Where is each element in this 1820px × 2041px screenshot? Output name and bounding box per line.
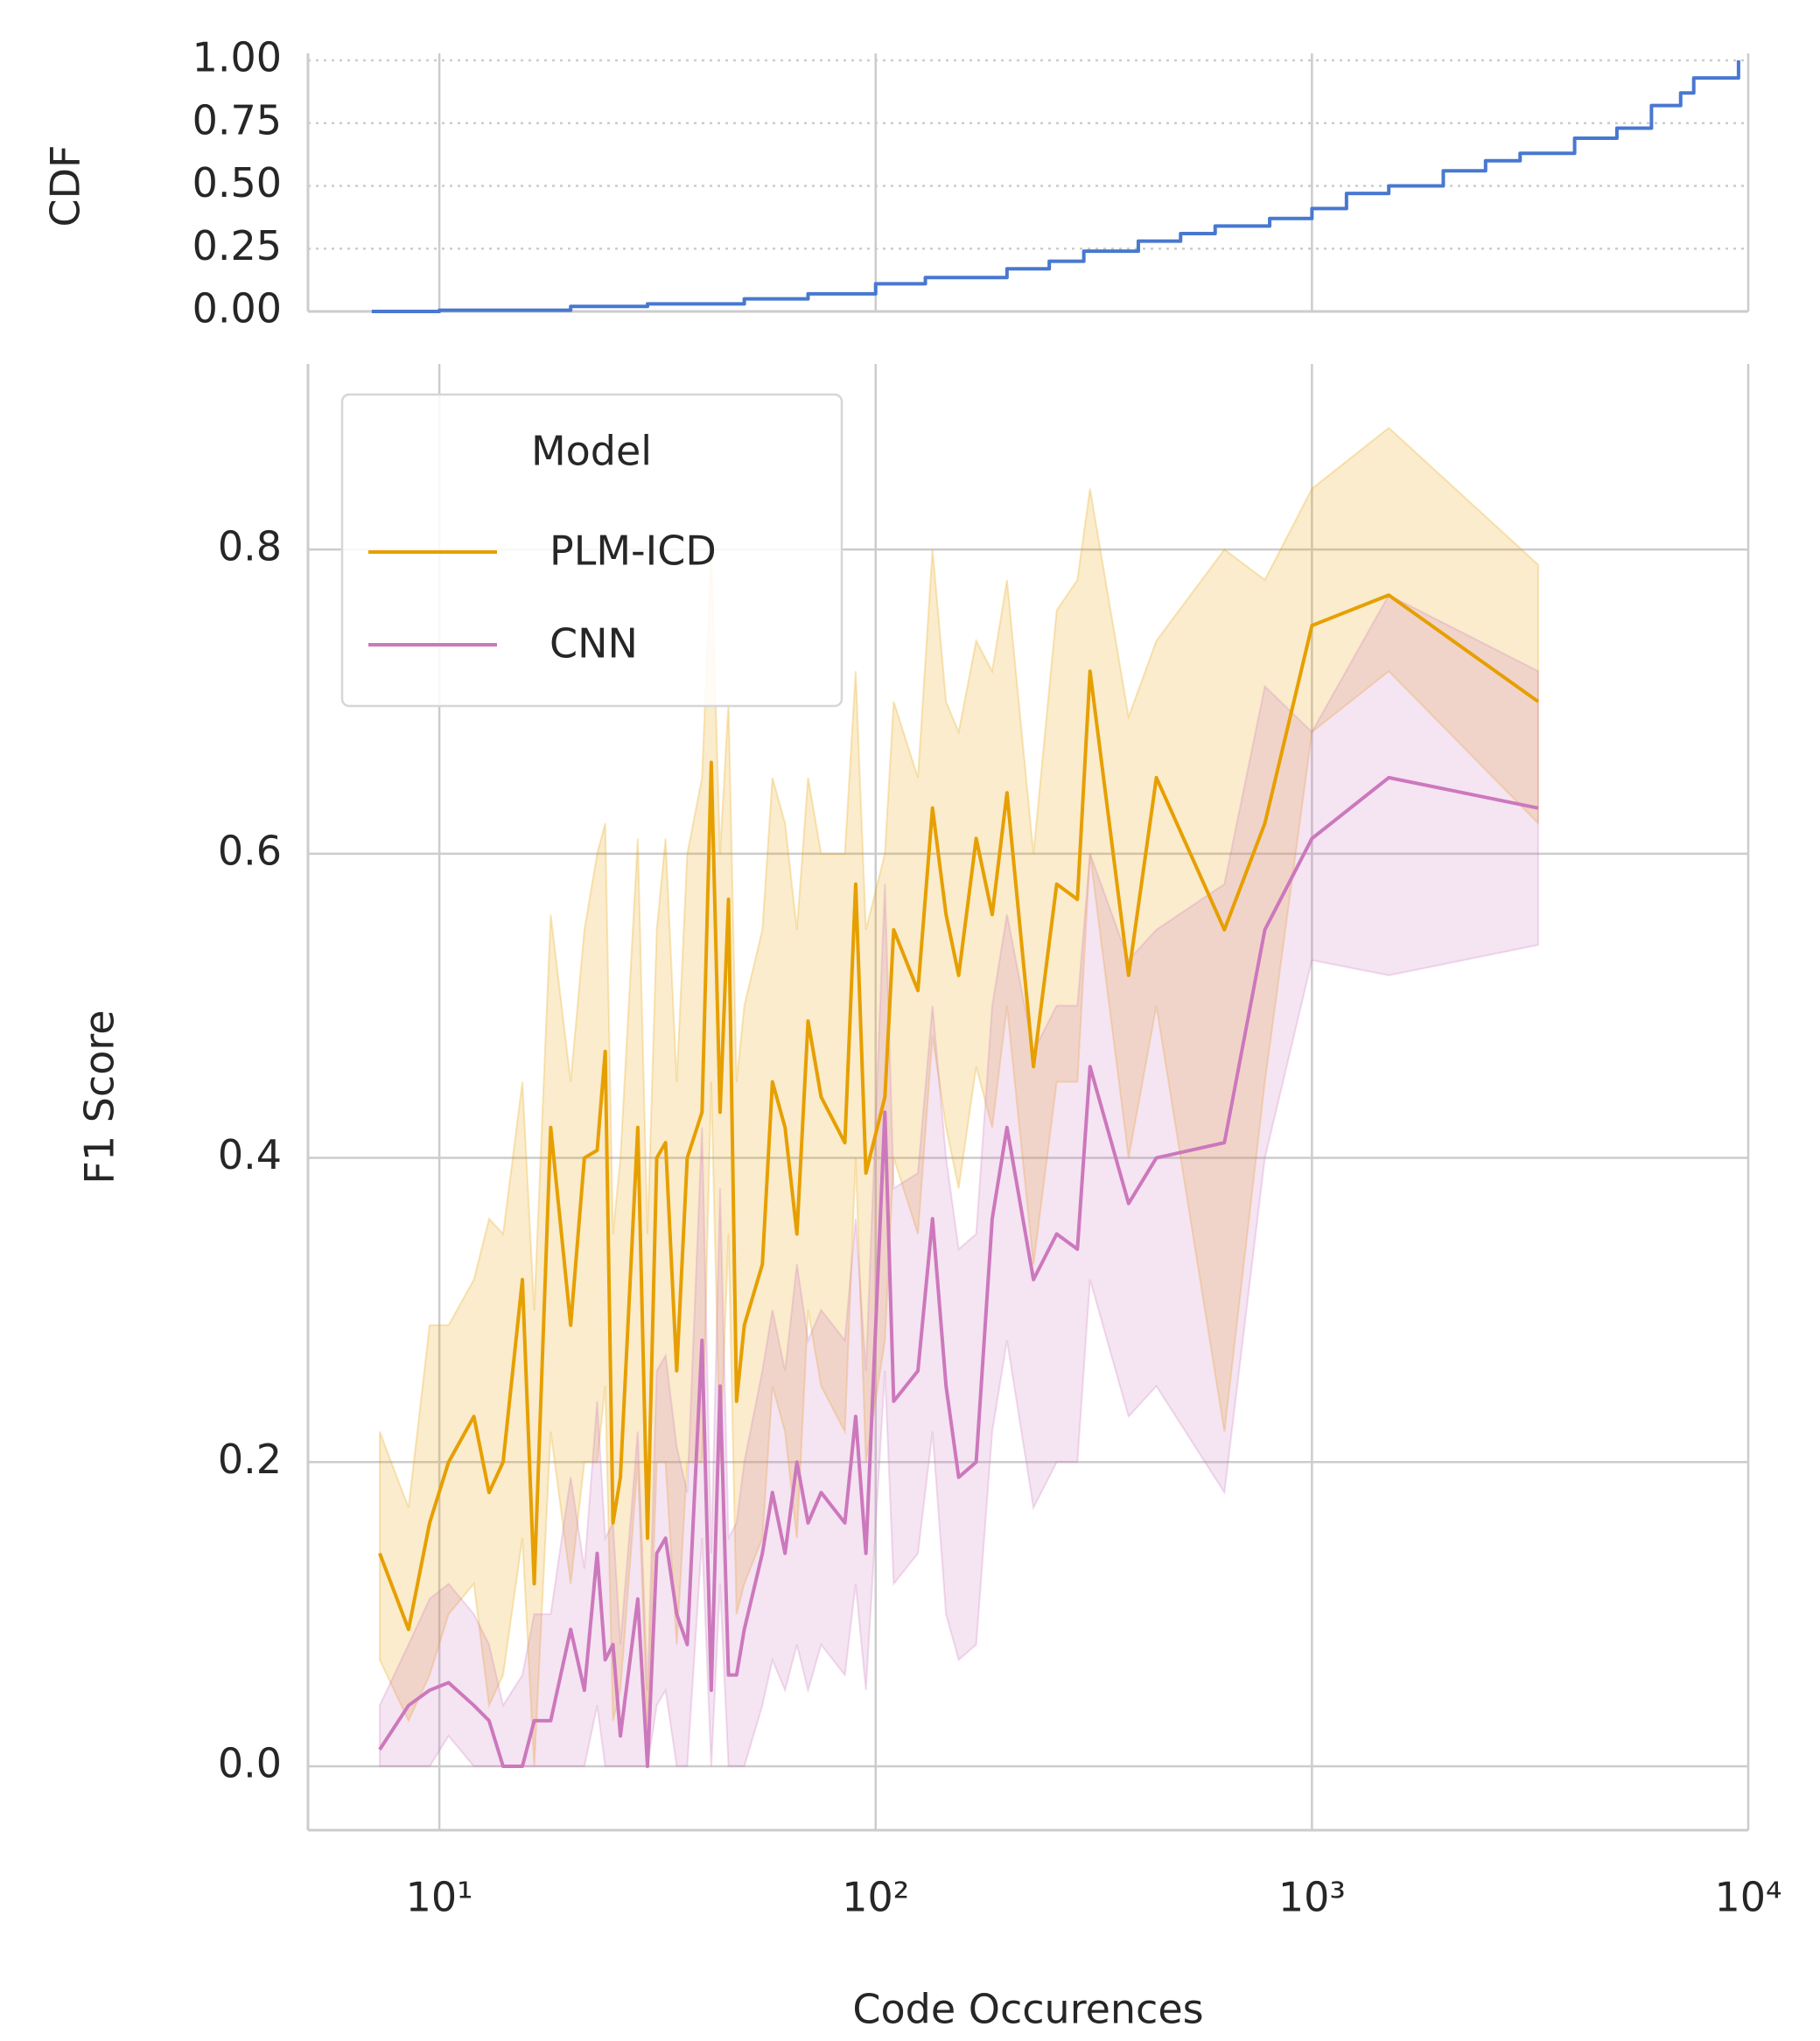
legend-box [340,393,844,708]
x-tick-label: 10¹ [406,1874,473,1921]
y-tick-label: 0.8 [218,523,282,570]
y-tick-label: 0.50 [192,159,282,206]
data-line [378,593,1540,1632]
y-tick-label: 0.25 [192,222,282,269]
y-axis-label: F1 Score [76,1010,123,1184]
x-tick-label: 10⁴ [1715,1874,1782,1921]
y-tick-label: 0.2 [218,1436,282,1483]
data-line [378,775,1539,1768]
legend-label: CNN [550,620,638,668]
y-tick-label: 0.4 [218,1131,282,1178]
y-tick-label: 0.75 [192,96,282,143]
y-tick-label: 0.0 [218,1739,282,1786]
legend-title: Model [531,428,652,475]
data-line [371,60,1740,313]
y-tick-label: 0.00 [192,285,282,332]
x-axis-label: Code Occurences [852,1986,1203,2033]
y-tick-label: 1.00 [192,34,282,81]
confidence-band [378,426,1539,1767]
y-tick-label: 0.6 [218,827,282,874]
x-tick-label: 10² [842,1874,909,1921]
x-tick-label: 10³ [1278,1874,1346,1921]
y-axis-label: CDF [42,145,89,227]
legend-label: PLM-ICD [550,528,717,575]
confidence-band [378,593,1539,1767]
